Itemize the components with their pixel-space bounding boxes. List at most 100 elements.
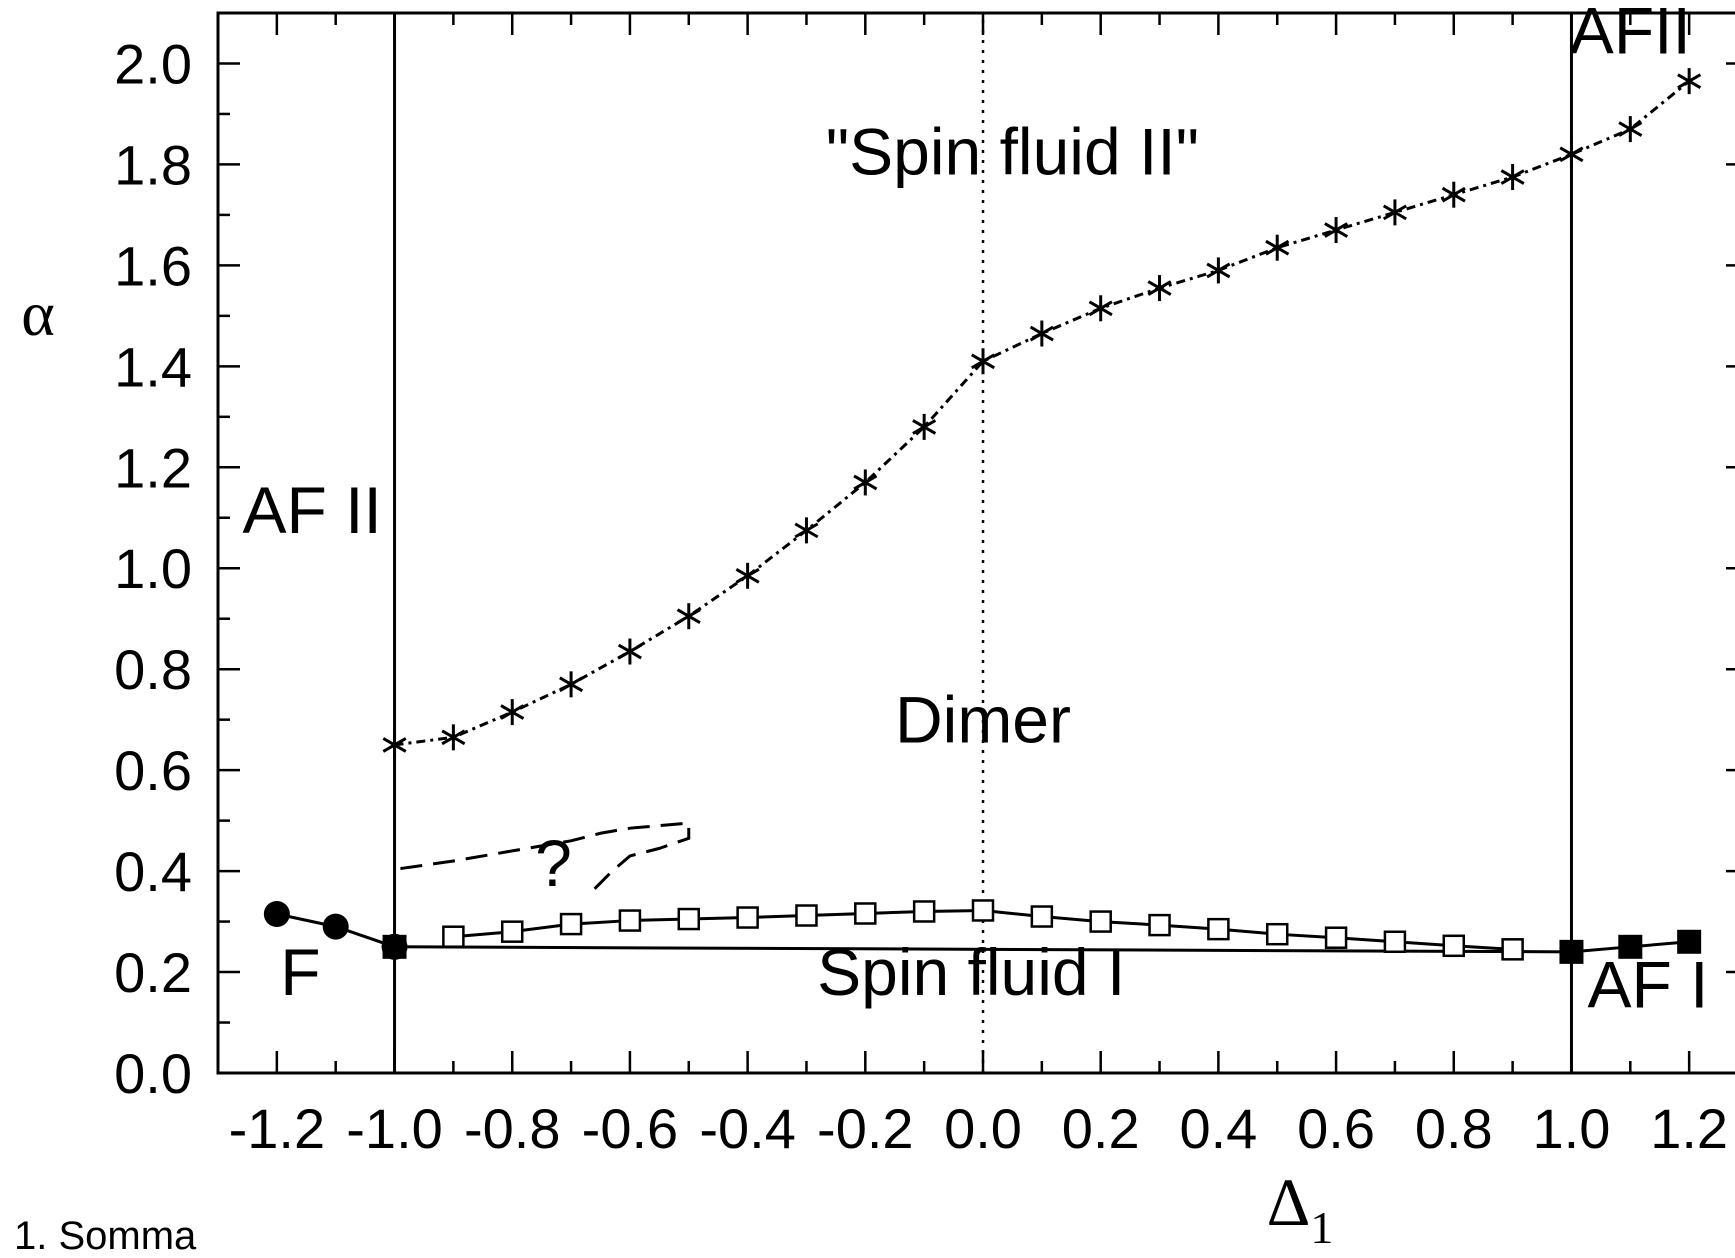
x-tick-label: 0.6	[1297, 1097, 1375, 1160]
phase-boundaries	[393, 13, 1573, 1073]
open-square-point	[854, 902, 877, 925]
asterisk-point	[1088, 295, 1113, 322]
asterisk-point	[853, 469, 878, 496]
x-tick-labels: -1.2 -1.0 -0.8 -0.6 -0.4 -0.2 0.0 0.2 0.4 0.6 0.8 1…	[229, 1097, 1728, 1160]
asterisk-point	[1559, 141, 1584, 168]
asterisk-stroke	[853, 474, 878, 491]
x-tick-label: 0.2	[1062, 1097, 1140, 1160]
asterisk-stroke	[559, 676, 584, 693]
open-square-point	[736, 906, 759, 929]
open-square-point	[1501, 938, 1524, 961]
region-label: AF II	[242, 473, 381, 547]
x-tick-label: 0.8	[1415, 1097, 1493, 1160]
x-tick-label: -1.0	[346, 1097, 443, 1160]
asterisk-stroke	[1618, 121, 1643, 137]
dashed-boundary	[400, 821, 691, 890]
open-square-point	[1089, 910, 1112, 933]
asterisk-point	[1324, 217, 1349, 244]
x-tick-label: -0.8	[464, 1097, 561, 1160]
asterisk-stroke	[676, 608, 701, 624]
series-line-filled-square	[394, 940, 1690, 954]
open-square-point	[500, 920, 524, 943]
y-tick-labels: 0.0 0.2 0.4 0.6 0.8 1.0 1.2 1.4 1.6 1.8 2.0	[114, 32, 192, 1105]
filled-square-point	[1677, 929, 1702, 954]
filled-circle-point	[263, 901, 290, 927]
asterisk-stroke	[1500, 169, 1525, 185]
y-tick-label: 0.2	[114, 941, 192, 1004]
open-square-point	[795, 904, 818, 927]
asterisk-point	[441, 724, 466, 751]
filled-circle-point	[322, 913, 349, 940]
open-square-point	[677, 907, 701, 931]
x-axis-label: Δ1	[1267, 1164, 1334, 1245]
x-tick-label: -1.2	[229, 1097, 326, 1160]
x-tick-label: 0.0	[944, 1097, 1022, 1160]
asterisk-stroke	[1324, 222, 1349, 238]
open-square-point	[1383, 930, 1407, 954]
series-markers	[263, 68, 1702, 964]
x-tick-label: 0.4	[1179, 1097, 1257, 1160]
y-tick-label: 1.0	[114, 537, 192, 600]
y-tick-label: 1.2	[114, 436, 192, 499]
open-square-point	[1324, 926, 1348, 949]
region-labels: "Spin fluid II" AFII AF II Dimer? F Spin flui…	[242, 0, 1708, 1021]
asterisk-point	[500, 699, 525, 726]
asterisk-point	[1029, 320, 1054, 347]
asterisk-stroke	[1029, 325, 1054, 342]
asterisk-point	[1382, 199, 1407, 226]
asterisk-stroke	[1147, 280, 1172, 296]
asterisk-point	[794, 517, 819, 544]
asterisk-stroke	[1559, 146, 1584, 163]
region-label: ?	[535, 826, 572, 900]
y-axis-label: α	[21, 278, 55, 349]
open-square-point	[1148, 913, 1171, 937]
asterisk-stroke	[912, 419, 937, 435]
asterisk-stroke	[382, 737, 407, 753]
y-tick-label: 0.0	[114, 1042, 192, 1105]
asterisk-point	[559, 671, 584, 698]
region-label: AFII	[1570, 0, 1691, 67]
open-square-point	[1265, 922, 1289, 946]
asterisk-stroke	[617, 643, 642, 660]
footnote: 1. Somma	[14, 1214, 197, 1258]
asterisk-point	[1677, 68, 1702, 95]
asterisk-point	[970, 348, 996, 375]
asterisk-point	[1206, 257, 1231, 284]
open-square-point	[1442, 934, 1466, 958]
x-tick-label: -0.6	[582, 1097, 679, 1160]
dashed-curve	[400, 821, 691, 890]
open-square-point	[559, 912, 583, 936]
asterisk-stroke	[441, 729, 466, 746]
x-axis-label-main: Δ	[1267, 1164, 1311, 1240]
asterisk-stroke	[1441, 186, 1466, 203]
x-tick-label: -0.4	[699, 1097, 796, 1160]
asterisk-point	[1441, 181, 1466, 208]
asterisk-stroke	[500, 704, 525, 720]
asterisk-point	[1147, 275, 1172, 302]
asterisk-stroke	[1265, 239, 1290, 256]
asterisk-stroke	[1677, 73, 1702, 89]
asterisk-point	[1500, 164, 1525, 191]
x-tick-label: 1.0	[1533, 1097, 1611, 1160]
asterisk-stroke	[1206, 262, 1231, 279]
open-square-point	[618, 909, 642, 932]
filled-circle-point	[381, 933, 408, 960]
asterisk-stroke	[735, 568, 760, 584]
y-tick-label: 1.8	[114, 133, 192, 196]
asterisk-point	[382, 731, 407, 758]
open-square-point	[971, 899, 995, 922]
region-label: "Spin fluid II"	[826, 115, 1199, 189]
y-tick-label: 1.4	[114, 335, 192, 398]
open-square-point	[1030, 905, 1054, 928]
y-tick-label: 1.6	[114, 234, 192, 297]
asterisk-stroke	[1088, 300, 1113, 317]
asterisk-point	[617, 638, 642, 665]
y-tick-label: 0.6	[114, 739, 192, 802]
region-label: Spin fluid I	[817, 935, 1125, 1009]
open-square-point	[442, 925, 465, 948]
asterisk-point	[676, 603, 701, 630]
x-tick-label: 1.2	[1650, 1097, 1728, 1160]
asterisk-stroke	[794, 522, 819, 539]
asterisk-stroke	[970, 353, 996, 370]
